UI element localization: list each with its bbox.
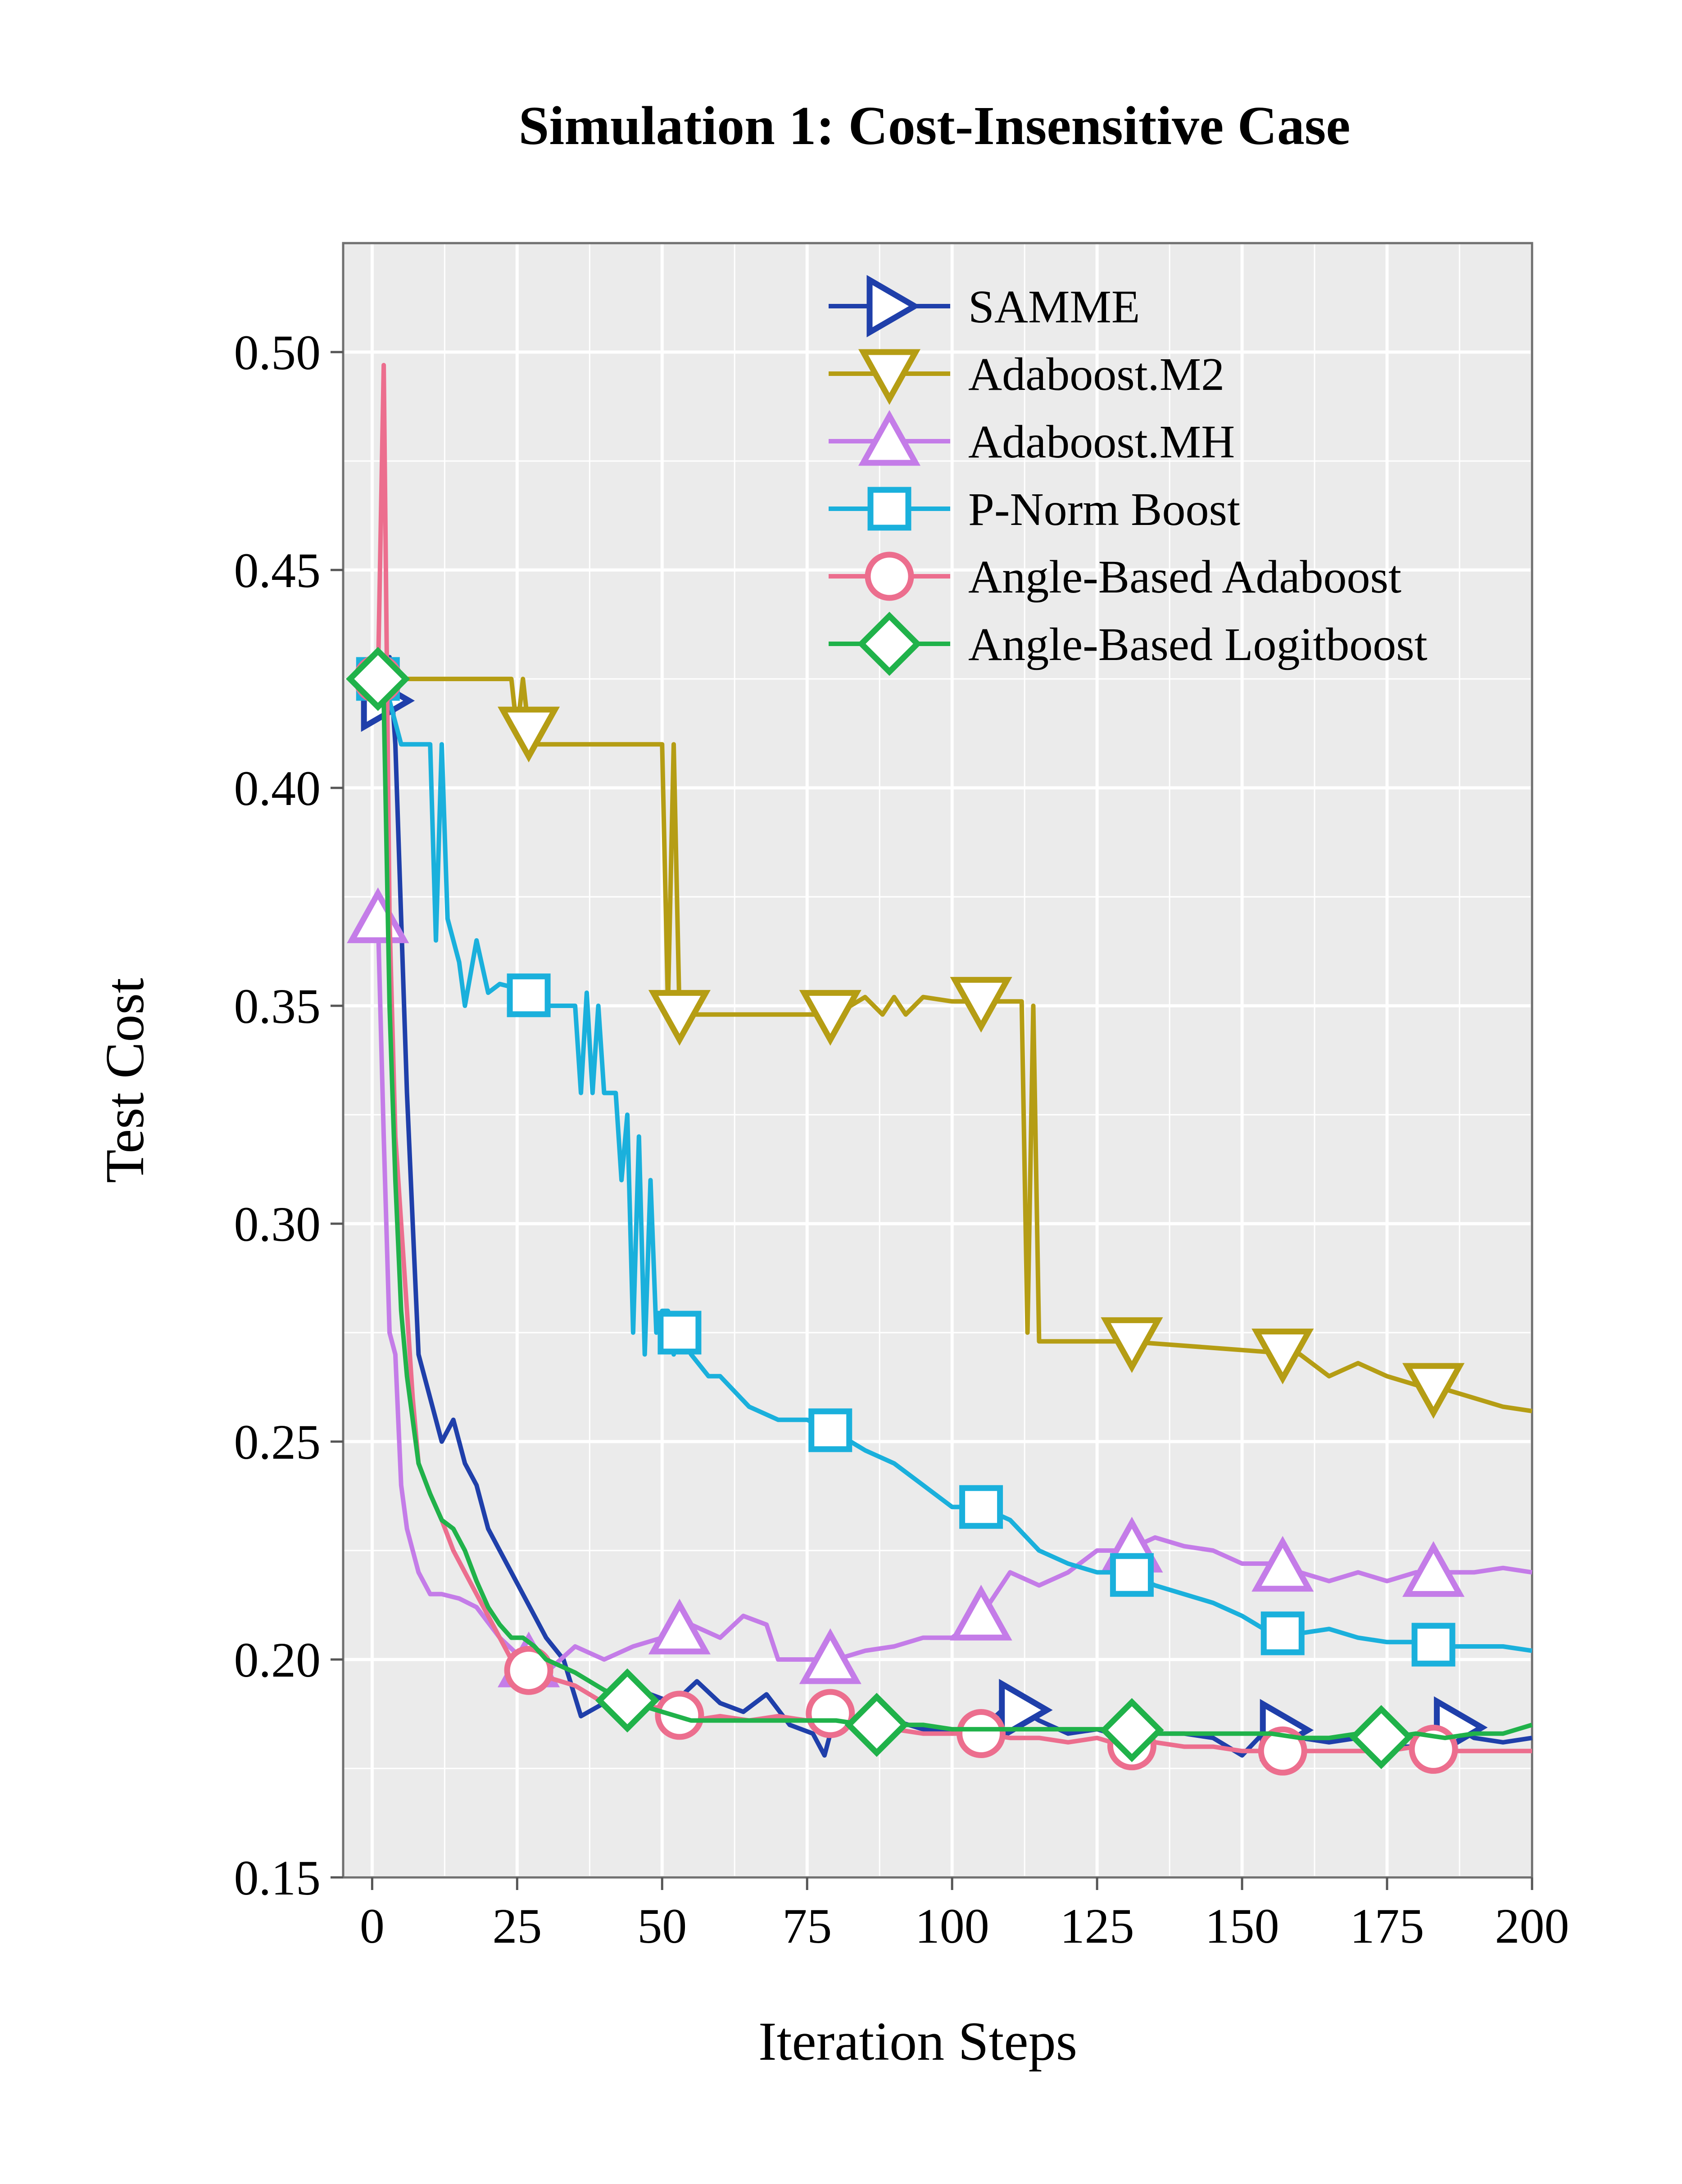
x-tick-label: 200 — [1495, 1899, 1569, 1953]
data-marker-angle-based-logitboost — [346, 647, 410, 711]
data-marker-adaboost-mh — [799, 1628, 861, 1684]
y-tick-label: 0.45 — [234, 543, 321, 598]
legend-marker-adaboost-mh — [858, 410, 921, 466]
data-marker-p-norm-boost — [808, 1408, 852, 1452]
data-marker-adaboost-m2 — [1101, 1317, 1163, 1373]
x-axis-label: Iteration Steps — [758, 2011, 1077, 2072]
series-adaboost-m2 — [372, 677, 1532, 1419]
series-lines — [346, 363, 1533, 1776]
data-marker-adaboost-m2 — [648, 990, 711, 1046]
legend-marker-angle-based-logitboost — [857, 611, 922, 676]
legend-entry-samme: SAMME — [829, 275, 1140, 338]
chart-title: Simulation 1: Cost-Insensitive Case — [518, 95, 1350, 156]
plot-frame — [342, 242, 1533, 1879]
legend-entry-adaboost-mh: Adaboost.MH — [829, 410, 1235, 468]
data-marker-adaboost-m2 — [498, 706, 560, 763]
x-tick-label: 150 — [1205, 1899, 1279, 1953]
legend-marker-p-norm-boost — [867, 487, 911, 531]
legend: SAMME Adaboost.M2 Adaboost.MH P-Norm Boost A… — [829, 275, 1428, 676]
series-angle-based-logitboost — [346, 647, 1533, 1769]
x-tick-label: 75 — [782, 1899, 832, 1953]
x-tick-label: 0 — [360, 1899, 385, 1953]
data-marker-adaboost-m2 — [950, 977, 1012, 1033]
data-marker-samme — [999, 1679, 1053, 1741]
x-tick-label: 100 — [915, 1899, 989, 1953]
data-marker-adaboost-m2 — [1251, 1328, 1314, 1384]
x-tick-label: 50 — [637, 1899, 687, 1953]
data-marker-p-norm-boost — [1260, 1611, 1305, 1655]
legend-label: Adaboost.MH — [968, 416, 1235, 468]
data-marker-angle-based-adaboost — [806, 1689, 855, 1738]
legend-entry-p-norm-boost: P-Norm Boost — [829, 484, 1240, 535]
x-tick-label: 125 — [1060, 1899, 1134, 1953]
legend-entry-angle-based-adaboost: Angle-Based Adaboost — [829, 551, 1401, 603]
data-marker-angle-based-adaboost — [957, 1709, 1006, 1759]
axis-ticks: 0 25 50 75 100 125 150 175 200 0.15 0.20 0.25 0.30 0.… — [234, 325, 1569, 1953]
y-tick-label: 0.20 — [234, 1632, 321, 1687]
x-tick-label: 25 — [492, 1899, 542, 1953]
data-marker-adaboost-m2 — [1402, 1363, 1465, 1419]
y-tick-label: 0.25 — [234, 1415, 321, 1470]
y-tick-label: 0.15 — [234, 1850, 321, 1905]
data-marker-angle-based-adaboost — [504, 1646, 553, 1695]
y-tick-label: 0.30 — [234, 1197, 321, 1252]
data-marker-adaboost-mh — [1402, 1541, 1465, 1597]
data-marker-p-norm-boost — [1411, 1623, 1455, 1667]
data-marker-adaboost-m2 — [799, 990, 861, 1046]
legend-entry-adaboost-m2: Adaboost.M2 — [829, 348, 1224, 405]
data-marker-angle-based-logitboost — [1100, 1698, 1164, 1763]
series-line-samme — [370, 655, 1532, 1758]
data-marker-adaboost-mh — [1251, 1536, 1314, 1592]
data-marker-angle-based-logitboost — [595, 1668, 660, 1733]
legend-entry-angle-based-logitboost: Angle-Based Logitboost — [829, 611, 1428, 676]
legend-label: Adaboost.M2 — [968, 348, 1224, 400]
data-marker-adaboost-mh — [648, 1598, 711, 1655]
legend-marker-adaboost-m2 — [858, 349, 921, 405]
data-marker-p-norm-boost — [1110, 1553, 1154, 1597]
data-marker-p-norm-boost — [657, 1311, 702, 1355]
legend-label: Angle-Based Logitboost — [968, 619, 1428, 670]
data-marker-p-norm-boost — [959, 1485, 1003, 1529]
data-marker-adaboost-mh — [950, 1584, 1012, 1641]
legend-label: Angle-Based Adaboost — [968, 551, 1401, 603]
y-tick-label: 0.35 — [234, 979, 321, 1034]
y-axis-label: Test Cost — [95, 978, 155, 1183]
data-marker-angle-based-adaboost — [1258, 1726, 1307, 1776]
legend-marker-angle-based-adaboost — [865, 552, 914, 601]
series-line-angle-based-logitboost — [372, 677, 1533, 1741]
y-tick-label: 0.40 — [234, 761, 321, 816]
series-line-adaboost-m2 — [372, 677, 1532, 1414]
legend-label: SAMME — [968, 281, 1140, 333]
data-marker-p-norm-boost — [507, 973, 551, 1017]
legend-label: P-Norm Boost — [968, 484, 1240, 535]
legend-marker-samme — [866, 275, 920, 338]
x-tick-label: 175 — [1350, 1899, 1424, 1953]
y-tick-label: 0.50 — [234, 325, 321, 380]
data-marker-angle-based-logitboost — [1349, 1705, 1414, 1769]
plot-background — [343, 243, 1532, 1877]
data-marker-angle-based-logitboost — [844, 1693, 909, 1757]
